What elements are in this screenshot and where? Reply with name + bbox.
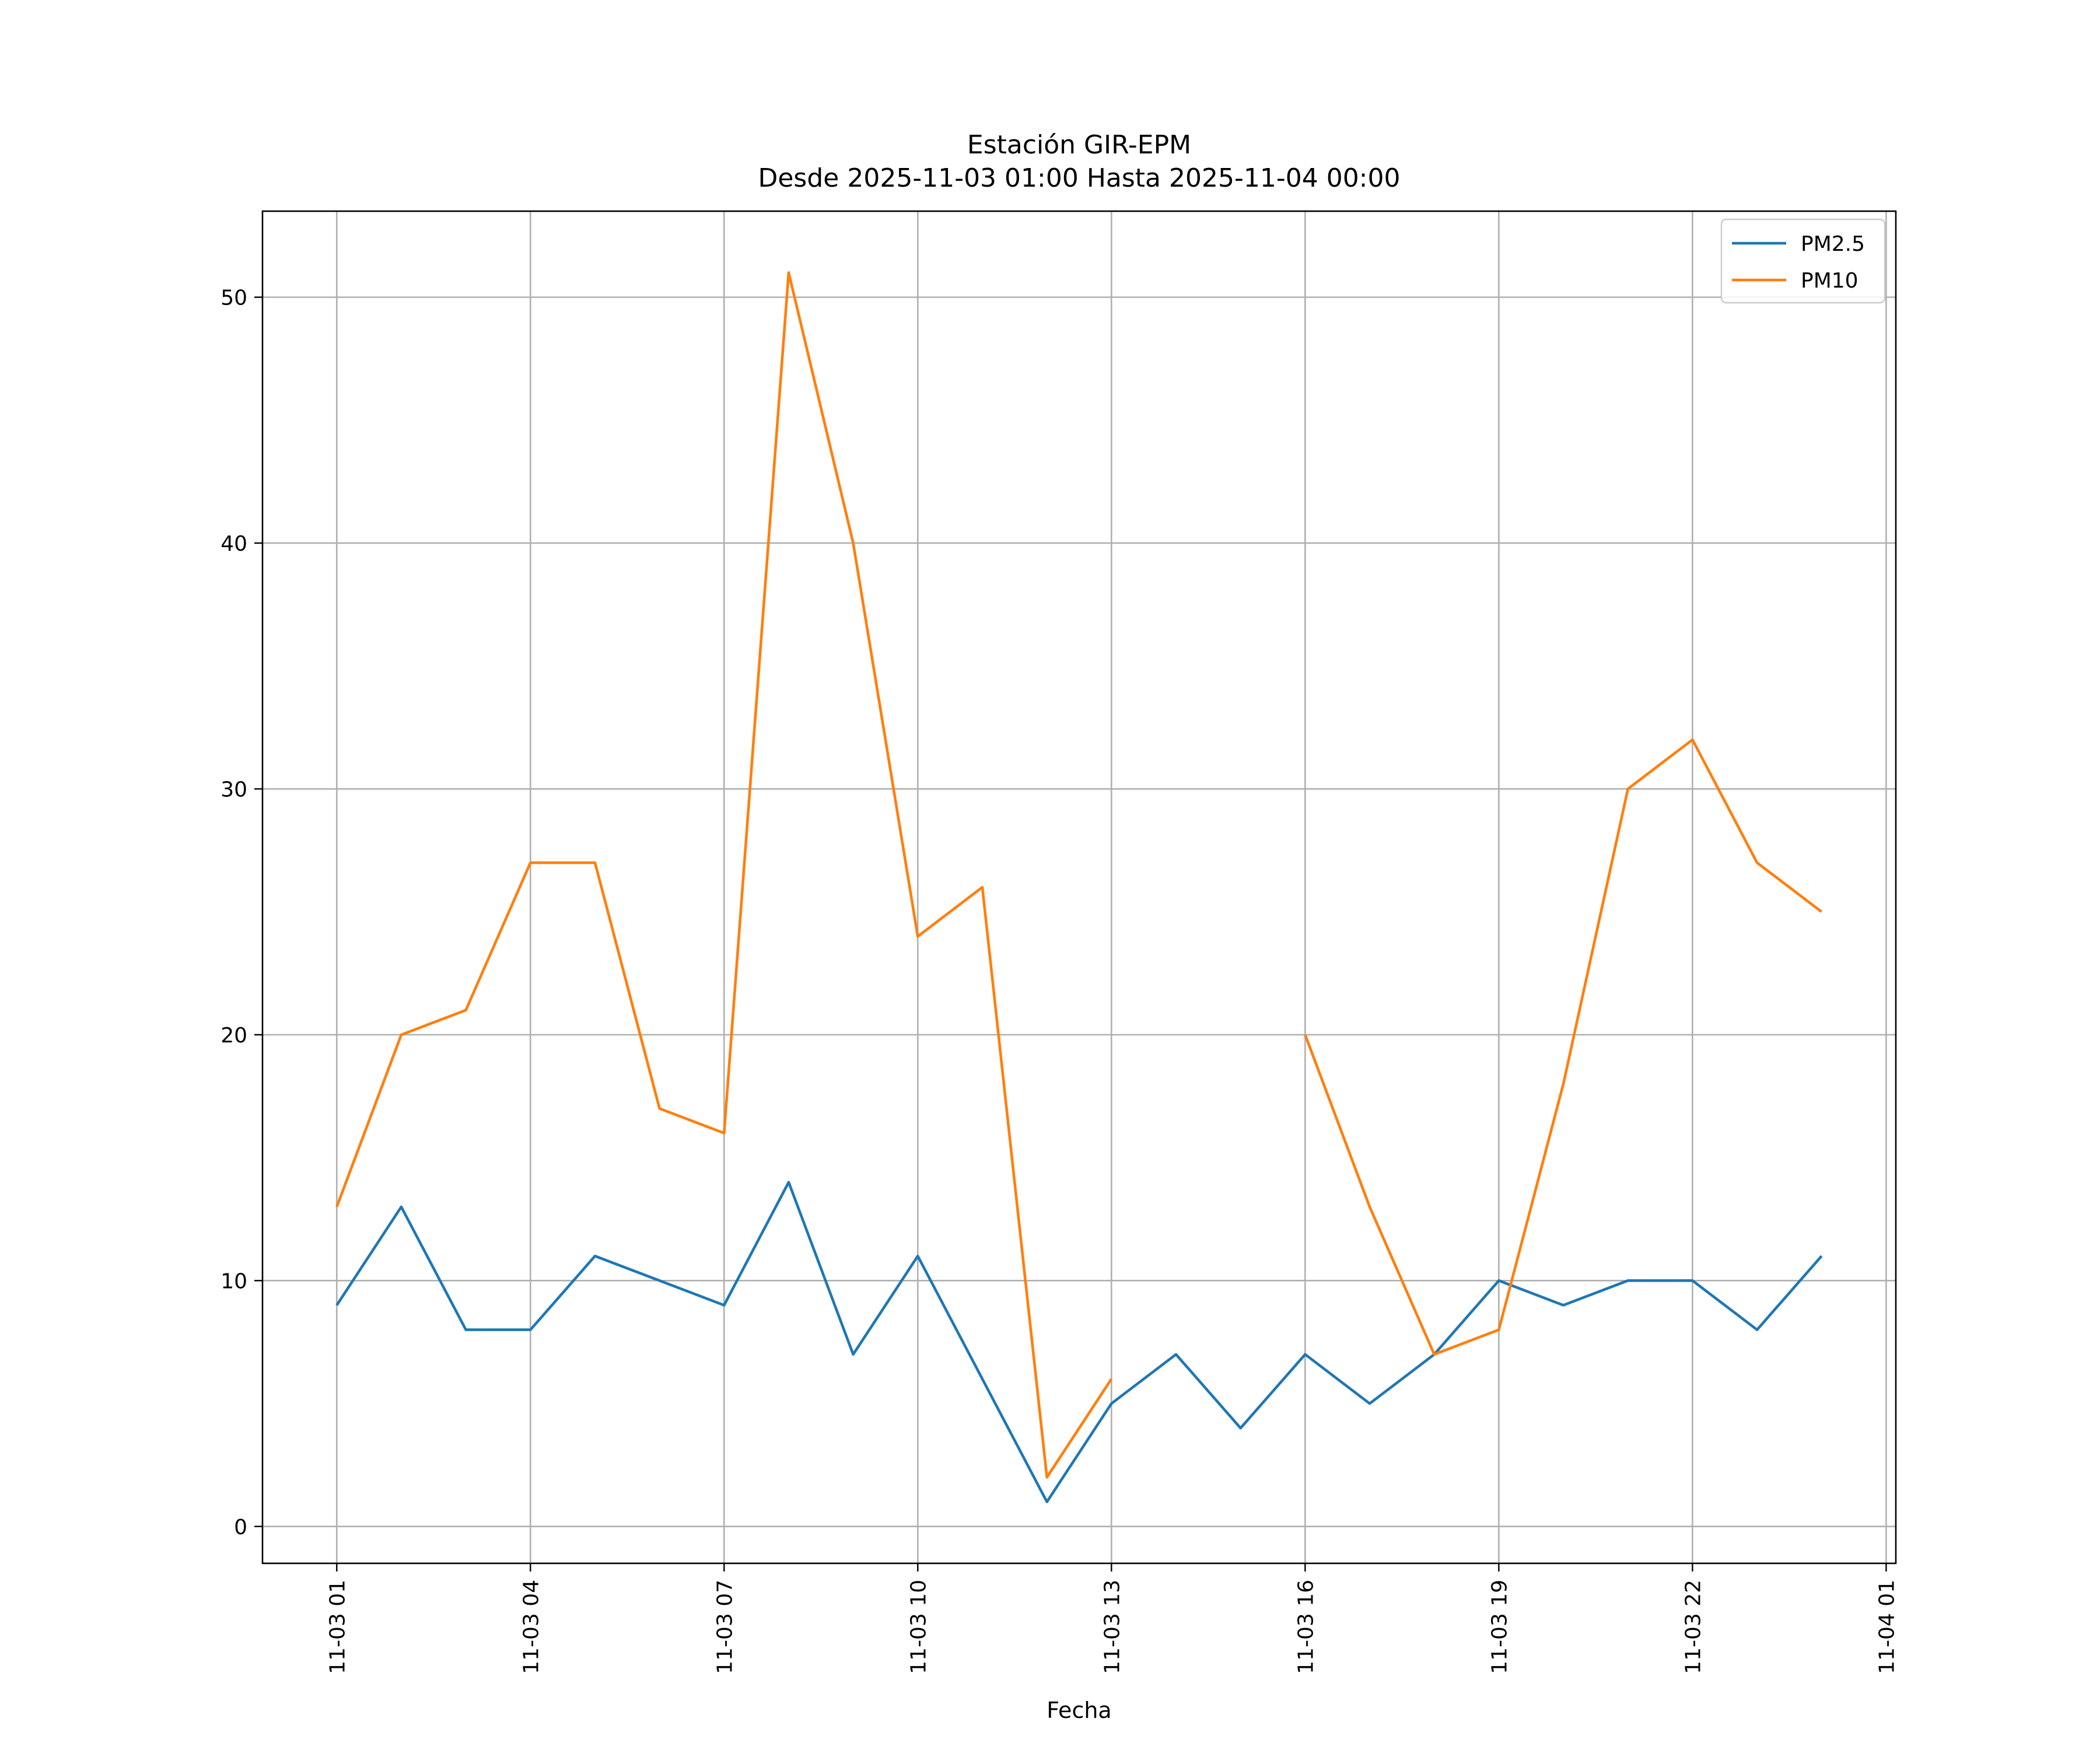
chart-subtitle: Desde 2025-11-03 01:00 Hasta 2025-11-04 … xyxy=(758,163,1400,193)
x-tick-label: 11-03 10 xyxy=(907,1580,930,1674)
ticks: 11-03 01 11-03 04 11-03 07 11-03 10 11-03 13… xyxy=(220,286,1899,1674)
x-tick-label: 11-03 07 xyxy=(713,1580,737,1674)
series-line-pm10 xyxy=(335,271,1823,1479)
y-tick-label: 30 xyxy=(220,778,247,802)
y-tick-label: 50 xyxy=(220,286,247,310)
series-layer xyxy=(335,271,1823,1503)
y-tick-label: 10 xyxy=(220,1269,247,1293)
legend-label-pm25: PM2.5 xyxy=(1801,232,1865,256)
x-tick-label: 11-03 16 xyxy=(1294,1580,1318,1674)
chart-title: Estación GIR-EPM xyxy=(967,130,1191,160)
y-tick-label: 20 xyxy=(220,1024,247,1048)
x-tick-label: 11-03 19 xyxy=(1488,1580,1511,1674)
legend: PM2.5 PM10 xyxy=(1720,218,1886,304)
legend-label-pm10: PM10 xyxy=(1801,269,1859,293)
legend-box xyxy=(1720,218,1886,304)
x-tick-label: 11-04 01 xyxy=(1875,1580,1899,1674)
grid xyxy=(262,211,1896,1563)
x-axis-label: Fecha xyxy=(1046,1698,1111,1723)
x-tick-label: 11-03 01 xyxy=(326,1580,349,1674)
series-line-pm25 xyxy=(335,1181,1823,1503)
y-tick-label: 0 xyxy=(234,1516,247,1539)
plot-frame xyxy=(261,210,1897,1564)
x-tick-label: 11-03 04 xyxy=(519,1580,543,1674)
y-tick-label: 40 xyxy=(220,532,247,556)
x-tick-label: 11-03 22 xyxy=(1681,1580,1705,1674)
x-tick-label: 11-03 13 xyxy=(1100,1580,1124,1674)
